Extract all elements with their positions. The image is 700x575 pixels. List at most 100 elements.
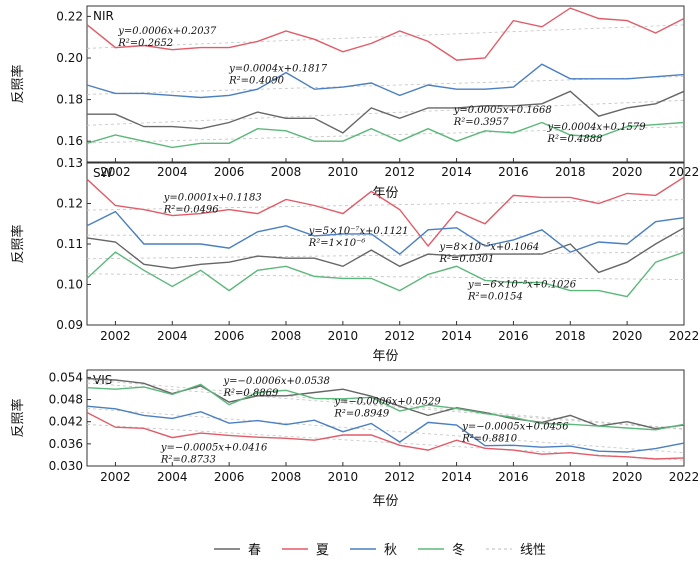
x-tick-label: 2018 [555, 329, 586, 343]
legend-label: 夏 [316, 543, 329, 558]
series-line-秋 [86, 210, 685, 255]
regression-equation: y=−0.0005x+0.0416 [160, 442, 268, 453]
x-tick-label: 2020 [612, 165, 643, 179]
y-tick-label: 0.036 [49, 437, 83, 451]
panel-label: NIR [93, 9, 114, 23]
y-tick-label: 0.11 [56, 237, 83, 251]
y-tick-label: 0.042 [49, 415, 83, 429]
legend: 春 夏 秋 冬 线性 [214, 542, 546, 558]
y-axis-label: 反照率 [10, 64, 26, 103]
regression-equation: y=5×10⁻⁷x+0.1121 [308, 226, 409, 237]
regression-equation: y=8×10⁻⁵x+0.1064 [439, 242, 540, 253]
x-tick-label: 2006 [214, 470, 245, 484]
regression-equation: y=0.0001x+0.1183 [163, 192, 262, 203]
series-line-冬 [86, 383, 685, 431]
r-squared-label: R²=0.8810 [461, 433, 518, 444]
x-tick-label: 2004 [157, 470, 188, 484]
trend-line [86, 407, 685, 454]
r-squared-label: R²=0.8869 [222, 388, 279, 399]
x-tick-label: 2016 [498, 470, 529, 484]
trend-line [86, 382, 685, 430]
series-line-夏 [86, 7, 685, 61]
regression-equation: y=−0.0006x+0.0538 [222, 376, 329, 387]
r-squared-label: R²=0.0154 [467, 291, 523, 302]
r-squared-label: R²=0.0301 [439, 254, 495, 265]
x-tick-label: 2014 [441, 165, 472, 179]
x-tick-label: 2002 [100, 165, 131, 179]
x-tick-label: 2006 [214, 329, 245, 343]
legend-label: 秋 [384, 543, 397, 558]
y-axis-label: 反照率 [10, 398, 26, 437]
y-tick-label: 0.13 [56, 156, 83, 170]
regression-equation: y=−0.0005x+0.0456 [461, 421, 569, 432]
x-tick-label: 2008 [271, 165, 302, 179]
x-tick-label: 2002 [100, 329, 131, 343]
y-tick-label: 0.12 [56, 197, 83, 211]
x-axis-label: 年份 [372, 494, 398, 509]
x-tick-label: 2014 [441, 329, 472, 343]
panel-label: SW [93, 166, 113, 180]
x-tick-label: 2008 [271, 329, 302, 343]
series-line-春 [87, 90, 685, 134]
y-tick-label: 0.18 [56, 93, 83, 107]
x-tick-label: 2004 [157, 165, 188, 179]
series-line-夏 [86, 176, 685, 248]
plot-frame [86, 5, 685, 163]
x-axis-label: 年份 [372, 186, 398, 201]
series-line-秋 [86, 405, 685, 453]
regression-equation: y=0.0004x+0.1817 [228, 64, 328, 75]
panel-vis: 0.030 0.036 0.042 0.048 0.054 2002 2004 2006 200… [10, 369, 700, 509]
regression-equation: y=0.0005x+0.1668 [453, 105, 552, 116]
x-tick-label: 2016 [498, 165, 529, 179]
series-line-春 [86, 227, 685, 274]
y-tick-label: 0.20 [56, 51, 83, 65]
legend-label: 冬 [452, 542, 465, 558]
r-squared-label: R²=0.3957 [453, 117, 510, 128]
y-tick-label: 0.09 [56, 318, 83, 332]
regression-equation: y=−0.0006x+0.0529 [333, 396, 441, 407]
x-tick-label: 2010 [328, 165, 359, 179]
x-tick-label: 2020 [612, 329, 643, 343]
r-squared-label: R²=0.0496 [163, 204, 220, 215]
legend-label: 春 [248, 543, 261, 558]
x-tick-label: 2022 [669, 329, 700, 343]
x-tick-label: 2022 [669, 470, 700, 484]
y-tick-label: 0.22 [56, 9, 83, 23]
regression-equation: y=0.0004x+0.1579 [547, 122, 647, 133]
x-tick-label: 2018 [555, 165, 586, 179]
series-line-夏 [86, 411, 685, 460]
r-squared-label: R²=0.2652 [117, 38, 173, 49]
x-tick-label: 2012 [384, 329, 415, 343]
series-line-秋 [86, 63, 685, 99]
series-line-冬 [86, 251, 685, 298]
x-axis-label: 年份 [372, 349, 398, 364]
x-tick-label: 2002 [100, 470, 131, 484]
y-tick-label: 0.048 [49, 393, 83, 407]
panel-sw: 0.09 0.10 0.11 0.12 0.13 2002 2004 2006 2008 2010… [10, 156, 699, 364]
panel-nir: 0.16 0.18 0.20 0.22 2002 2004 2006 2008 2010 2012… [10, 5, 699, 201]
x-tick-label: 2004 [157, 329, 188, 343]
x-tick-label: 2006 [214, 165, 245, 179]
trend-line [86, 273, 685, 280]
regression-equation: y=0.0006x+0.2037 [117, 26, 217, 37]
r-squared-label: R²=0.4090 [228, 76, 285, 87]
r-squared-label: R²=0.8733 [160, 454, 216, 465]
y-tick-label: 0.030 [49, 459, 83, 473]
r-squared-label: R²=0.4888 [547, 134, 603, 145]
x-tick-label: 2018 [555, 470, 586, 484]
series-line-冬 [86, 121, 685, 149]
regression-equation: y=−6×10⁻⁵x+0.1026 [467, 279, 577, 290]
plot-frame [86, 369, 685, 467]
x-tick-label: 2010 [328, 470, 359, 484]
r-squared-label: R²=0.8949 [333, 408, 390, 419]
y-tick-label: 0.10 [56, 278, 83, 292]
x-tick-label: 2010 [328, 329, 359, 343]
y-tick-label: 0.054 [49, 370, 83, 384]
r-squared-label: R²=1×10⁻⁶ [308, 238, 366, 249]
x-tick-label: 2014 [441, 470, 472, 484]
legend-label: 线性 [520, 543, 546, 558]
x-tick-label: 2012 [384, 165, 415, 179]
x-tick-label: 2020 [612, 470, 643, 484]
y-tick-label: 0.16 [56, 134, 83, 148]
